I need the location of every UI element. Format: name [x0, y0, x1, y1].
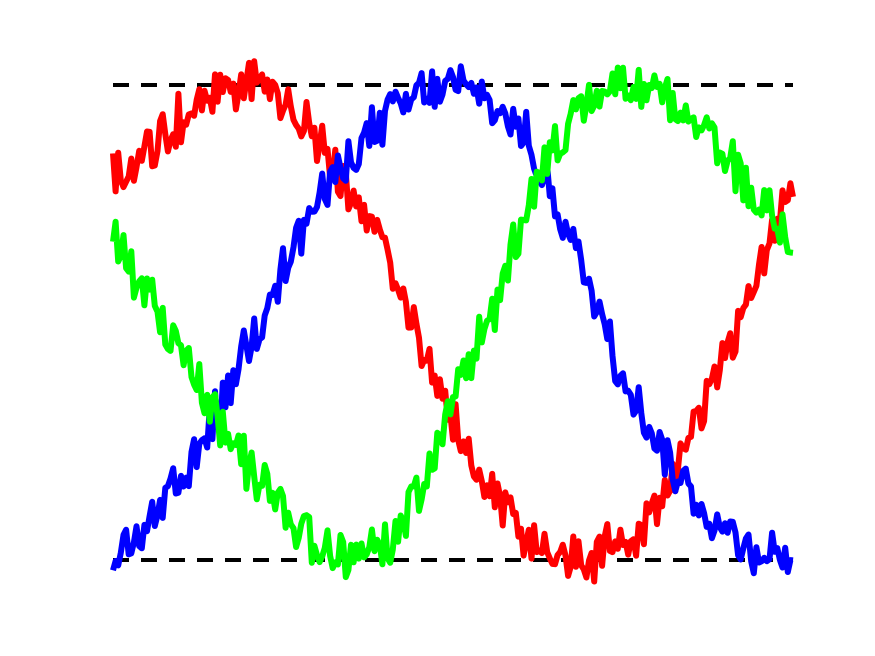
series-line-1	[110, 63, 794, 577]
series-line-2	[110, 64, 794, 581]
series-line-0	[110, 58, 796, 585]
series-group	[110, 58, 796, 585]
